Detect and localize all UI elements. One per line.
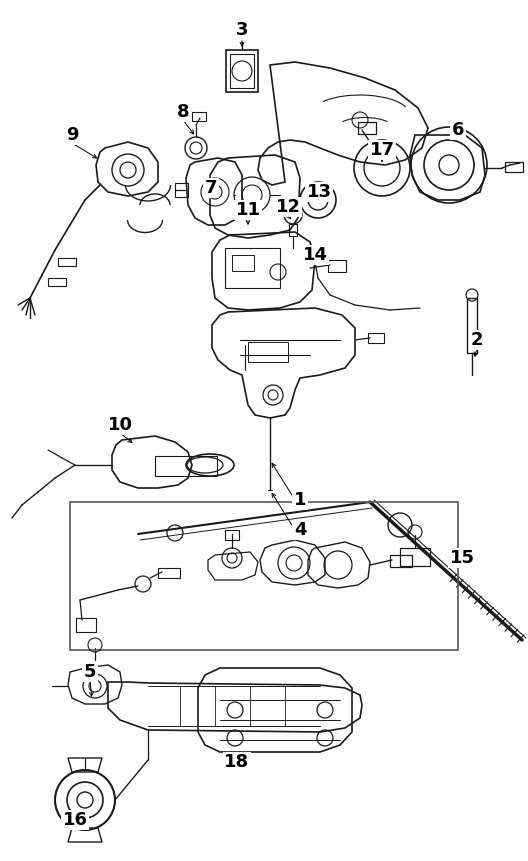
Text: 11: 11 <box>235 201 260 219</box>
Bar <box>76 618 96 632</box>
Text: 15: 15 <box>449 549 475 567</box>
Text: 7: 7 <box>205 179 217 197</box>
Bar <box>225 248 280 288</box>
Bar <box>289 224 297 236</box>
Bar <box>226 50 258 92</box>
Text: 12: 12 <box>276 198 300 216</box>
Text: 18: 18 <box>224 753 250 771</box>
Bar <box>58 258 76 266</box>
Text: 4: 4 <box>294 521 306 539</box>
Bar <box>192 112 206 121</box>
Text: 5: 5 <box>84 663 96 681</box>
Text: 6: 6 <box>452 121 464 139</box>
Text: 13: 13 <box>306 183 332 201</box>
Text: 16: 16 <box>62 811 88 829</box>
Bar <box>70 502 458 650</box>
Bar <box>230 54 254 88</box>
Bar <box>368 333 384 343</box>
Bar <box>467 298 477 353</box>
Bar <box>248 342 288 362</box>
Bar <box>505 162 523 172</box>
Bar <box>390 555 412 567</box>
Bar <box>158 568 180 578</box>
Text: 17: 17 <box>370 141 394 159</box>
Bar <box>48 278 66 286</box>
Text: 8: 8 <box>177 103 190 121</box>
Text: 1: 1 <box>294 491 306 509</box>
Bar <box>232 255 254 271</box>
Bar <box>305 248 325 262</box>
Bar <box>155 456 217 476</box>
Bar <box>328 260 346 272</box>
Bar <box>225 530 239 540</box>
Text: 2: 2 <box>471 331 483 349</box>
Text: 10: 10 <box>108 416 133 434</box>
Bar <box>358 122 376 134</box>
Text: 3: 3 <box>235 21 248 39</box>
Text: 9: 9 <box>66 126 78 144</box>
Text: 14: 14 <box>303 246 327 264</box>
Bar <box>400 548 430 566</box>
